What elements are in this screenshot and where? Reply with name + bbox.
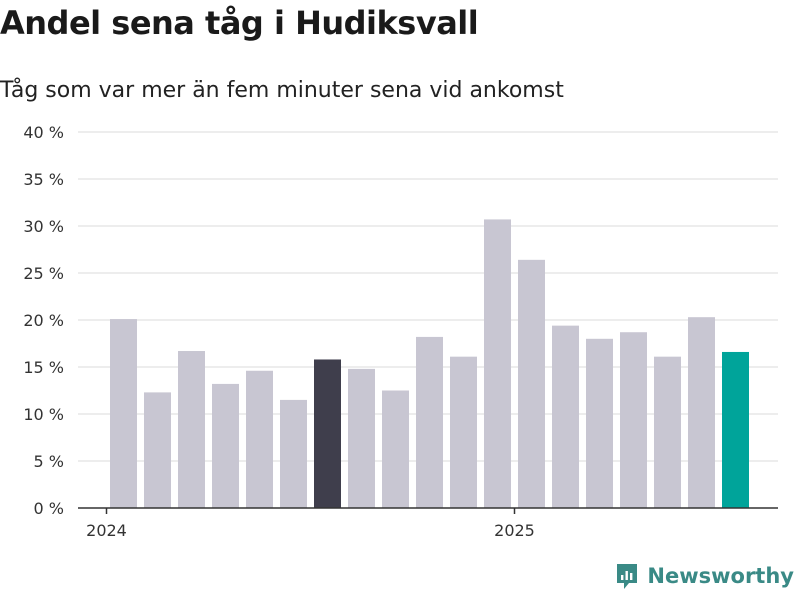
- y-tick-label: 10 %: [23, 405, 64, 424]
- y-tick-label: 20 %: [23, 311, 64, 330]
- bar: [654, 356, 681, 508]
- bar-chart: 0 %5 %10 %15 %20 %25 %30 %35 %40 % 2024 2…: [23, 123, 778, 540]
- bar: [722, 351, 749, 508]
- y-tick-label: 30 %: [23, 217, 64, 236]
- bar: [212, 383, 239, 508]
- y-tick-label: 5 %: [34, 452, 64, 471]
- brand-logo: Newsworthy: [615, 562, 794, 590]
- bar: [314, 359, 341, 508]
- x-tick-label: 2025: [494, 521, 535, 540]
- bar: [586, 338, 613, 508]
- y-axis-tick-labels: 0 % 5 % 10 % 15 % 20 % 25 % 30 % 35 % 40 %: [23, 123, 64, 518]
- brand-name: Newsworthy: [647, 564, 794, 588]
- y-tick-label: 0 %: [34, 499, 64, 518]
- y-tick-label: 35 %: [23, 170, 64, 189]
- bar: [382, 390, 409, 508]
- bar: [280, 399, 307, 508]
- newsworthy-logo-icon: [617, 564, 638, 589]
- y-tick-label: 40 %: [23, 123, 64, 142]
- bar: [620, 332, 647, 508]
- bar: [246, 370, 273, 508]
- bar: [552, 325, 579, 508]
- y-tick-label: 25 %: [23, 264, 64, 283]
- bars: [110, 219, 749, 509]
- chart-title: Andel sena tåg i Hudiksvall: [0, 4, 479, 42]
- bar: [178, 351, 205, 508]
- bar: [484, 219, 511, 509]
- bar: [450, 356, 477, 508]
- x-tick-label: 2024: [86, 521, 127, 540]
- bar: [110, 319, 137, 508]
- bar: [518, 259, 545, 508]
- bar: [144, 392, 171, 508]
- bar: [348, 368, 375, 508]
- chart-subtitle: Tåg som var mer än fem minuter sena vid …: [0, 78, 564, 103]
- bar: [416, 336, 443, 508]
- y-tick-label: 15 %: [23, 358, 64, 377]
- bar: [688, 317, 715, 508]
- x-axis-tick-labels: 2024 2025: [86, 508, 535, 540]
